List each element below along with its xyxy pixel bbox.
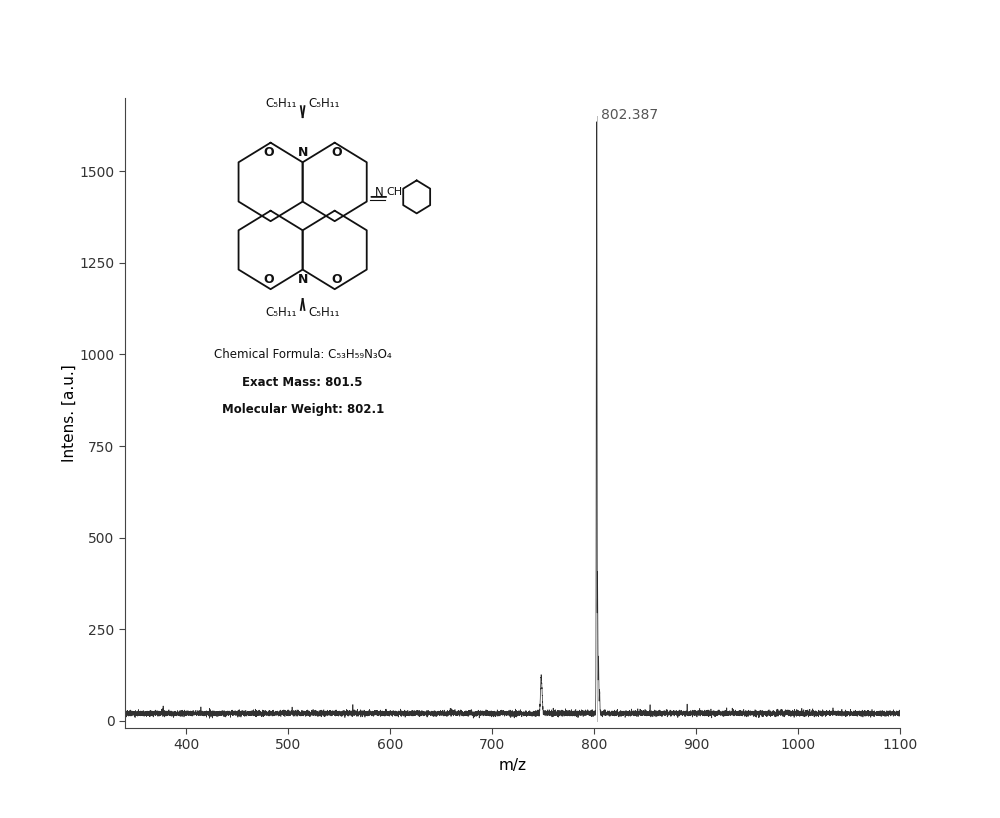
- Text: O: O: [263, 273, 274, 285]
- Text: N: N: [297, 273, 308, 285]
- Text: C₅H₁₁: C₅H₁₁: [308, 306, 340, 319]
- Text: CH: CH: [386, 187, 403, 197]
- Text: Molecular Weight: 802.1: Molecular Weight: 802.1: [222, 403, 384, 416]
- Text: Chemical Formula: C₅₃H₅₉N₃O₄: Chemical Formula: C₅₃H₅₉N₃O₄: [214, 348, 391, 362]
- Text: O: O: [331, 273, 342, 285]
- Y-axis label: Intens. [a.u.]: Intens. [a.u.]: [62, 364, 77, 462]
- Text: O: O: [263, 146, 274, 159]
- Text: C₅H₁₁: C₅H₁₁: [308, 97, 340, 110]
- Text: N: N: [297, 146, 308, 159]
- Text: Exact Mass: 801.5: Exact Mass: 801.5: [242, 375, 363, 389]
- Text: N: N: [375, 186, 383, 199]
- Text: 802.387: 802.387: [601, 108, 658, 122]
- Text: C₅H₁₁: C₅H₁₁: [266, 97, 297, 110]
- Text: O: O: [331, 146, 342, 159]
- X-axis label: m/z: m/z: [498, 758, 526, 773]
- Text: C₅H₁₁: C₅H₁₁: [266, 306, 297, 319]
